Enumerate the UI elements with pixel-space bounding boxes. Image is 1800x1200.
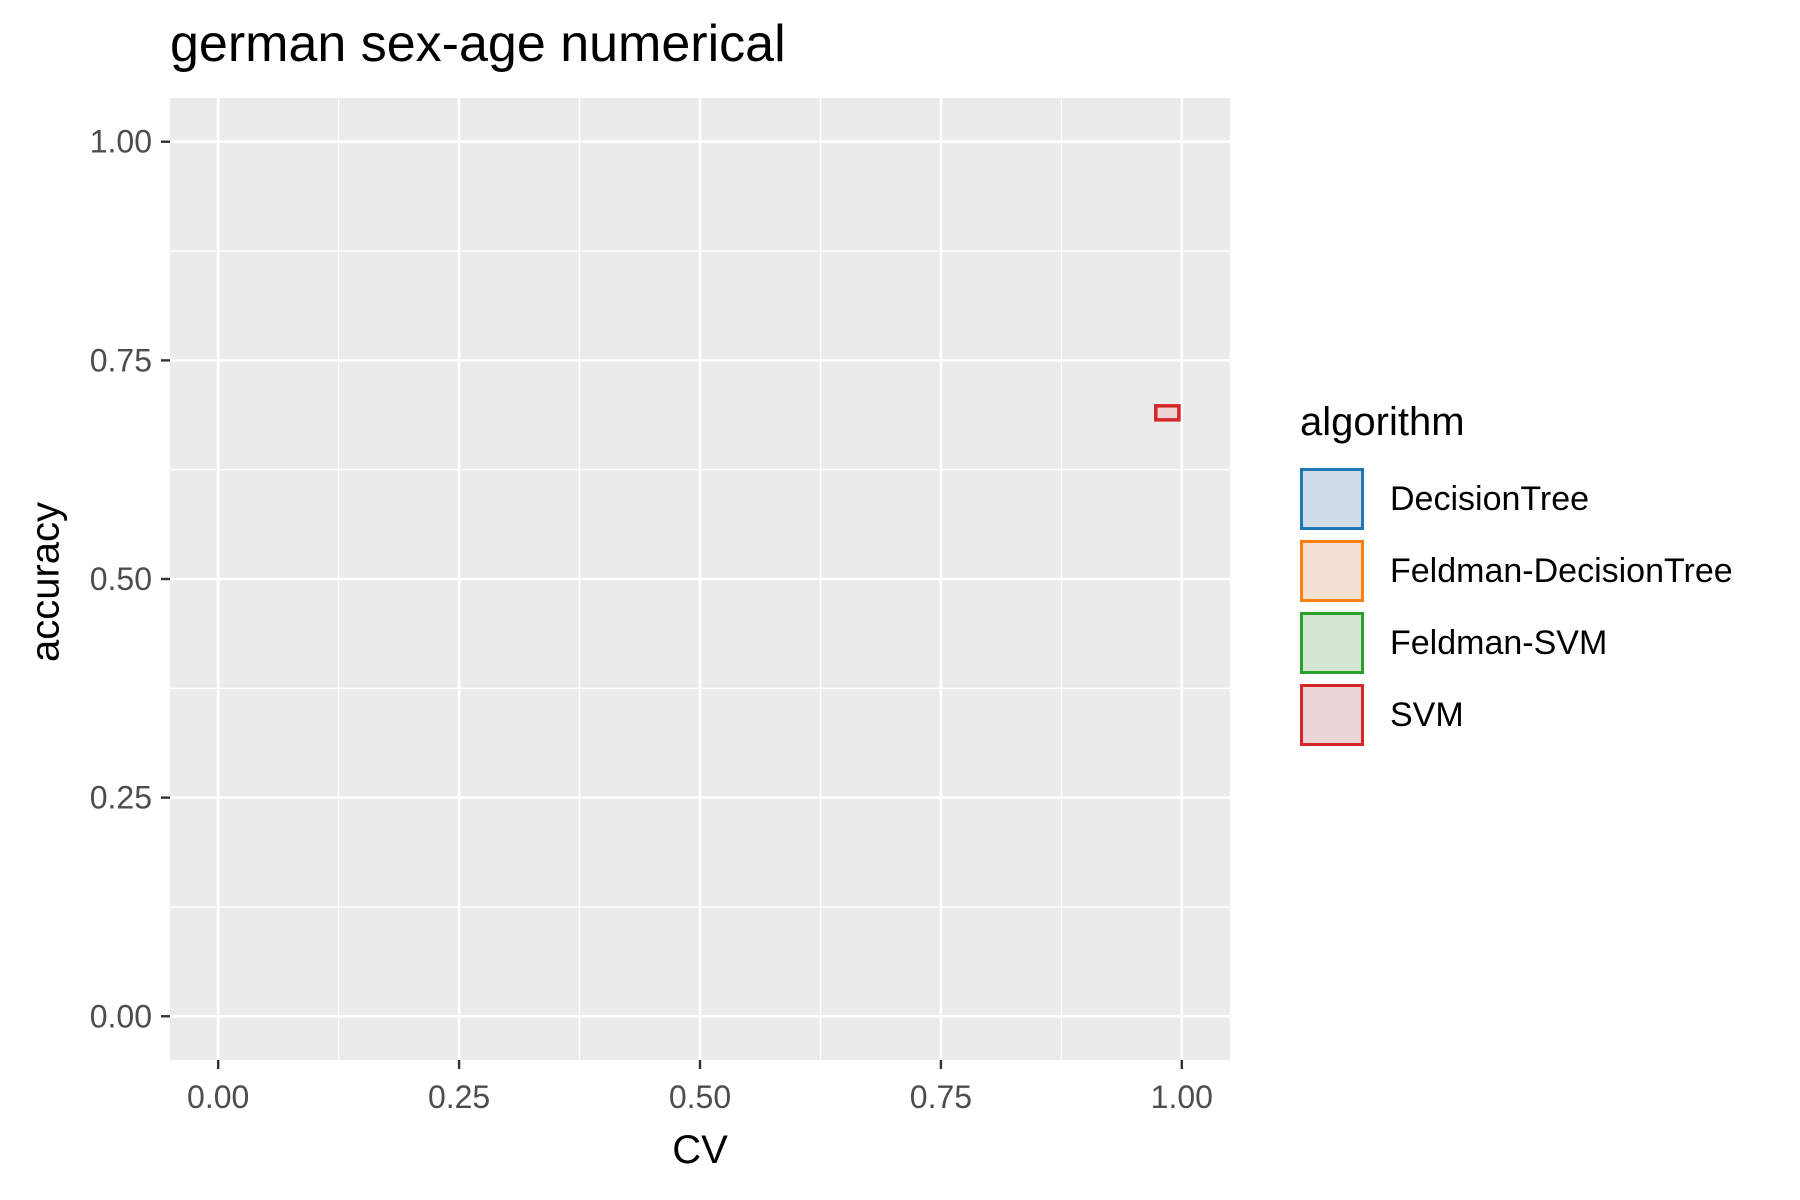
legend-label-svm: SVM xyxy=(1390,695,1464,734)
x-tick-label: 0.25 xyxy=(428,1079,490,1115)
legend-item-decisiontree: DecisionTree xyxy=(1300,463,1733,535)
legend-item-feldman-svm: Feldman-SVM xyxy=(1300,607,1733,679)
y-tick-label: 0.75 xyxy=(90,342,152,378)
y-tick-label: 0.25 xyxy=(90,780,152,816)
legend-item-feldman-decisiontree: Feldman-DecisionTree xyxy=(1300,535,1733,607)
y-axis-label: accuracy xyxy=(23,501,68,663)
legend: algorithm DecisionTree Feldman-DecisionT… xyxy=(1300,400,1733,751)
legend-item-svm: SVM xyxy=(1300,679,1733,751)
x-tick-label: 1.00 xyxy=(1151,1079,1213,1115)
x-axis-label: CV xyxy=(672,1128,728,1172)
x-tick-label: 0.50 xyxy=(669,1079,731,1115)
legend-label-decisiontree: DecisionTree xyxy=(1390,479,1590,518)
legend-label-feldman-decisiontree: Feldman-DecisionTree xyxy=(1390,551,1733,590)
tick-layer: 0.00 0.25 0.50 0.75 1.00 0.00 0.25 0.50 0.75 1.00 xyxy=(90,124,1213,1115)
legend-key-svm xyxy=(1300,684,1364,746)
x-tick-label: 0.00 xyxy=(187,1079,249,1115)
x-tick-label: 0.75 xyxy=(910,1079,972,1115)
legend-title: algorithm xyxy=(1300,400,1465,444)
legend-key-feldman-decisiontree xyxy=(1300,540,1364,602)
y-tick-label: 0.00 xyxy=(90,998,152,1034)
y-tick-label: 0.50 xyxy=(90,561,152,597)
legend-label-feldman-svm: Feldman-SVM xyxy=(1390,623,1608,662)
chart-title: german sex-age numerical xyxy=(170,15,786,73)
data-point-svm xyxy=(1154,404,1181,422)
legend-key-feldman-svm xyxy=(1300,612,1364,674)
y-tick-label: 1.00 xyxy=(90,124,152,160)
legend-key-decisiontree xyxy=(1300,468,1364,530)
grid-layer xyxy=(170,98,1230,1060)
mark-layer xyxy=(1154,404,1181,422)
